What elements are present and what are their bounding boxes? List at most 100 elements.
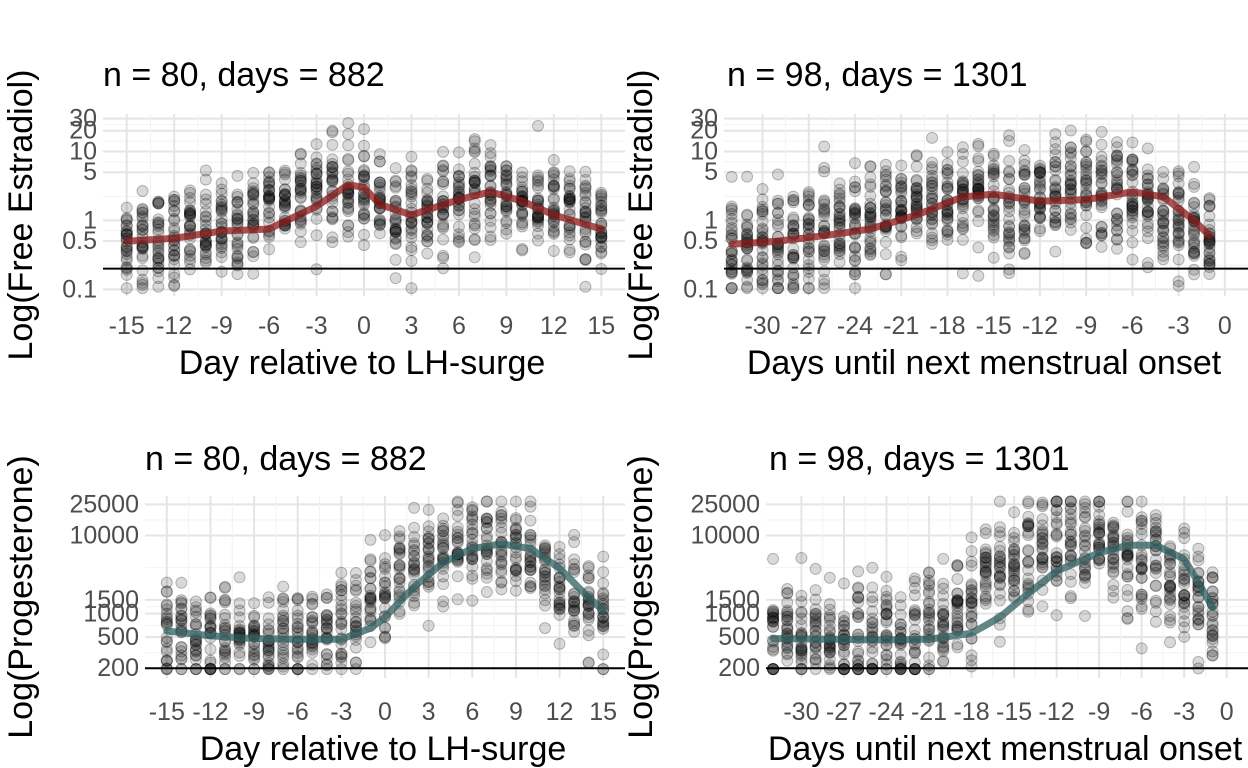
data-point: [849, 209, 861, 222]
data-point: [452, 234, 465, 247]
data-point: [294, 182, 307, 195]
data-point: [326, 166, 339, 179]
data-point: [894, 648, 907, 661]
data-point: [532, 192, 544, 205]
data-point: [136, 273, 149, 286]
x-tick-label: -9: [211, 312, 233, 340]
x-tick-label: -3: [330, 698, 352, 726]
data-point: [725, 254, 738, 267]
data-point: [818, 245, 831, 258]
data-point: [516, 220, 529, 233]
data-point: [263, 166, 276, 179]
data-point: [136, 251, 149, 264]
data-point: [484, 147, 497, 160]
data-point: [941, 226, 954, 239]
data-point: [278, 188, 291, 201]
data-point: [802, 211, 815, 224]
data-point: [405, 227, 418, 240]
data-point: [278, 188, 291, 201]
data-point: [532, 211, 544, 224]
data-point: [342, 203, 355, 216]
data-point: [516, 185, 529, 198]
data-point: [1149, 566, 1162, 579]
data-point: [787, 220, 800, 233]
data-point: [725, 258, 738, 271]
y-tick-label: 1500: [83, 586, 139, 614]
data-point: [500, 164, 513, 177]
data-point: [849, 202, 861, 215]
data-point: [864, 235, 877, 248]
data-point: [168, 221, 181, 234]
data-point: [956, 141, 969, 154]
data-point: [484, 234, 497, 247]
data-point: [199, 239, 212, 252]
data-point: [451, 593, 464, 606]
data-point: [880, 584, 893, 597]
data-point: [437, 159, 450, 172]
data-point: [972, 152, 985, 165]
data-point: [335, 600, 348, 613]
data-point: [278, 188, 291, 201]
data-point: [278, 199, 291, 212]
data-point: [452, 220, 465, 233]
data-point: [215, 183, 228, 196]
data-point: [326, 205, 339, 218]
data-point: [864, 197, 877, 210]
data-point: [741, 208, 754, 221]
data-point: [326, 211, 339, 224]
data-point: [547, 220, 560, 233]
data-point: [818, 243, 831, 256]
data-point: [247, 185, 260, 198]
data-point: [263, 166, 276, 179]
data-point: [405, 179, 418, 192]
data-point: [1008, 560, 1021, 573]
data-point: [965, 660, 978, 673]
data-point: [849, 206, 861, 219]
data-point: [1093, 500, 1106, 513]
data-point: [1149, 579, 1162, 592]
data-point: [231, 203, 244, 216]
data-point: [795, 645, 808, 658]
data-point: [741, 228, 754, 241]
data-point: [941, 182, 954, 195]
data-point: [818, 219, 831, 232]
data-point: [136, 212, 149, 225]
data-point: [802, 198, 815, 211]
data-point: [818, 195, 831, 208]
data-point: [532, 211, 544, 224]
data-point: [342, 197, 355, 210]
data-point: [1049, 182, 1062, 195]
data-point: [771, 282, 784, 295]
data-point: [1206, 628, 1219, 641]
data-point: [956, 178, 969, 191]
data-point: [1064, 223, 1077, 236]
data-point: [342, 219, 355, 232]
data-point: [452, 181, 465, 194]
data-point: [389, 217, 402, 230]
data-point: [1164, 616, 1177, 629]
y-tick-label: 20: [69, 117, 97, 145]
data-point: [849, 241, 861, 254]
data-point: [168, 212, 181, 225]
data-point: [136, 276, 149, 289]
data-point: [833, 212, 846, 225]
data-point: [864, 210, 877, 223]
data-point: [278, 194, 291, 207]
data-point: [310, 162, 323, 175]
data-point: [310, 186, 323, 199]
data-point: [204, 591, 217, 604]
data-point: [787, 196, 800, 209]
data-point: [389, 253, 402, 266]
data-point: [725, 282, 738, 295]
data-point: [818, 277, 831, 290]
data-point: [563, 192, 576, 205]
data-point: [802, 194, 815, 207]
data-point: [864, 208, 877, 221]
data-point: [373, 185, 386, 198]
data-point: [152, 216, 165, 229]
data-point: [941, 163, 954, 176]
data-point: [849, 265, 861, 278]
data-point: [500, 214, 513, 227]
data-point: [199, 254, 212, 267]
